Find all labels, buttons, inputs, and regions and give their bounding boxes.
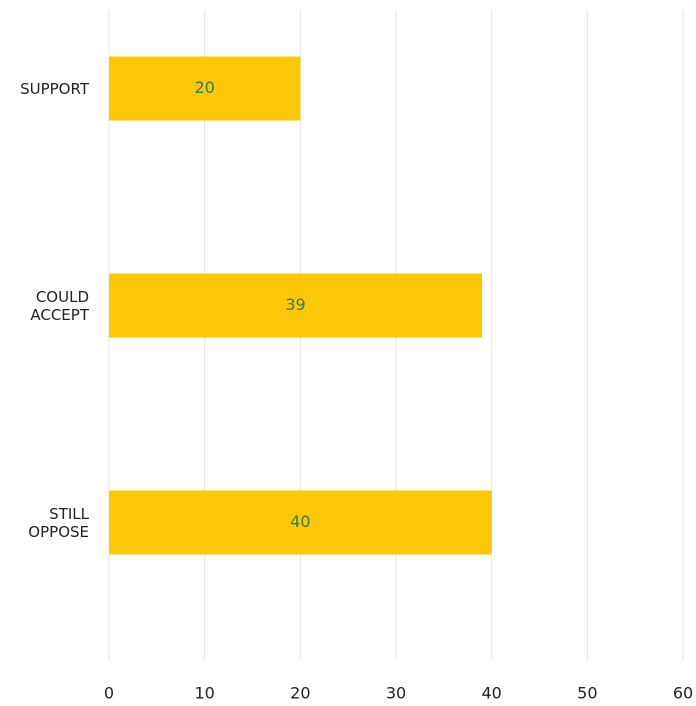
- y-tick-label: SUPPORT: [20, 79, 89, 98]
- bar: [109, 490, 492, 555]
- bar: [109, 56, 301, 121]
- value-label: 40: [290, 512, 310, 531]
- x-tick-label: 0: [104, 684, 114, 703]
- x-tick-label: 60: [673, 684, 693, 703]
- value-label: 20: [194, 78, 214, 97]
- x-tick-label: 10: [194, 684, 214, 703]
- x-tick-label: 40: [481, 684, 501, 703]
- bar: [109, 273, 483, 338]
- value-label: 39: [285, 295, 305, 314]
- y-tick-label: COULD ACCEPT: [30, 287, 89, 324]
- x-tick-label: 50: [577, 684, 597, 703]
- x-tick-label: 30: [386, 684, 406, 703]
- x-tick-label: 20: [290, 684, 310, 703]
- y-tick-label: STILL OPPOSE: [28, 504, 89, 541]
